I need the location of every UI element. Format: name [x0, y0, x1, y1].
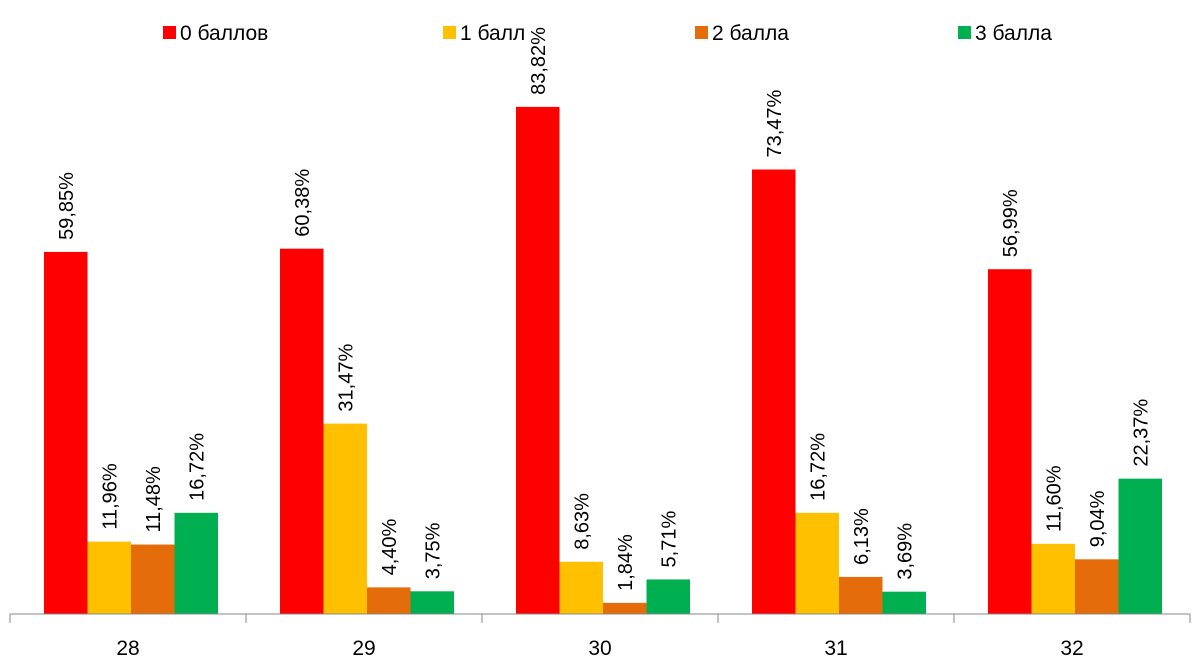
bar-3-балла-31 [882, 591, 926, 614]
bar-0-баллов-28 [44, 251, 88, 614]
bar-0-баллов-29 [280, 248, 324, 614]
bar-1-балл-32 [1031, 543, 1075, 614]
bar-1-балл-30 [559, 561, 603, 614]
data-label-0-баллов-30: 83,82% [528, 27, 550, 95]
data-label-3-балла-31: 3,69% [894, 523, 916, 580]
bar-0-баллов-32 [988, 269, 1032, 614]
bar-2-балла-30 [603, 602, 647, 614]
bar-2-балла-29 [367, 587, 411, 614]
data-label-2-балла-28: 11,48% [143, 466, 165, 533]
bar-3-балла-29 [410, 591, 454, 614]
bar-3-балла-28 [174, 512, 218, 614]
data-label-2-балла-32: 9,04% [1087, 490, 1109, 547]
x-axis: 28 29 30 31 32 [9, 613, 1191, 658]
data-label-2-балла-31: 6,13% [851, 508, 873, 565]
x-tick-label-32: 32 [1060, 637, 1083, 658]
data-label-3-балла-30: 5,71% [658, 511, 680, 568]
data-label-0-баллов-28: 59,85% [56, 172, 78, 240]
legend-swatch-1-балл [443, 26, 456, 39]
legend-label-0-баллов: 0 баллов [180, 22, 268, 45]
data-label-3-балла-28: 16,72% [186, 433, 208, 501]
data-label-0-баллов-32: 56,99% [1000, 189, 1022, 257]
data-label-0-баллов-31: 73,47% [764, 89, 786, 157]
bar-1-балл-28 [87, 541, 131, 614]
legend-swatch-3-балла [958, 26, 971, 39]
data-label-3-балла-29: 3,75% [422, 522, 444, 579]
legend: 0 баллов 1 балл 2 балла 3 балла [163, 22, 1052, 45]
legend-label-2-балла: 2 балла [712, 22, 789, 45]
data-label-1-балл-30: 8,63% [571, 493, 593, 550]
data-label-2-балла-29: 4,40% [379, 518, 401, 575]
x-tick-label-28: 28 [116, 637, 139, 658]
data-label-2-балла-30: 1,84% [615, 534, 637, 591]
data-label-1-балл-32: 11,60% [1043, 465, 1065, 532]
bar-2-балла-32 [1075, 559, 1119, 614]
bar-3-балла-30 [646, 579, 690, 614]
data-label-0-баллов-29: 60,38% [292, 169, 314, 237]
legend-label-3-балла: 3 балла [975, 22, 1052, 45]
bar-2-балла-28 [131, 544, 175, 614]
legend-swatch-2-балла [695, 26, 708, 39]
legend-label-1-балл: 1 балл [460, 22, 525, 45]
data-labels-group: 59,85% 11,96% 11,48% 16,72% 60,38% 31,47% 4,40… [56, 27, 1153, 591]
bar-1-балл-31 [795, 512, 839, 614]
bars-group [44, 106, 1162, 614]
x-tick-label-31: 31 [824, 637, 847, 658]
bar-1-балл-29 [323, 423, 367, 614]
x-tick-label-30: 30 [588, 637, 611, 658]
x-tick-label-29: 29 [352, 637, 375, 658]
legend-swatch-0-баллов [163, 26, 176, 39]
bar-0-баллов-30 [516, 106, 560, 614]
bar-0-баллов-31 [752, 169, 796, 614]
data-label-1-балл-29: 31,47% [335, 344, 357, 412]
data-label-1-балл-31: 16,72% [807, 433, 829, 501]
data-label-1-балл-28: 11,96% [99, 463, 121, 530]
bar-3-балла-32 [1118, 478, 1162, 614]
data-label-3-балла-32: 22,37% [1130, 399, 1152, 467]
bar-2-балла-31 [839, 576, 883, 614]
